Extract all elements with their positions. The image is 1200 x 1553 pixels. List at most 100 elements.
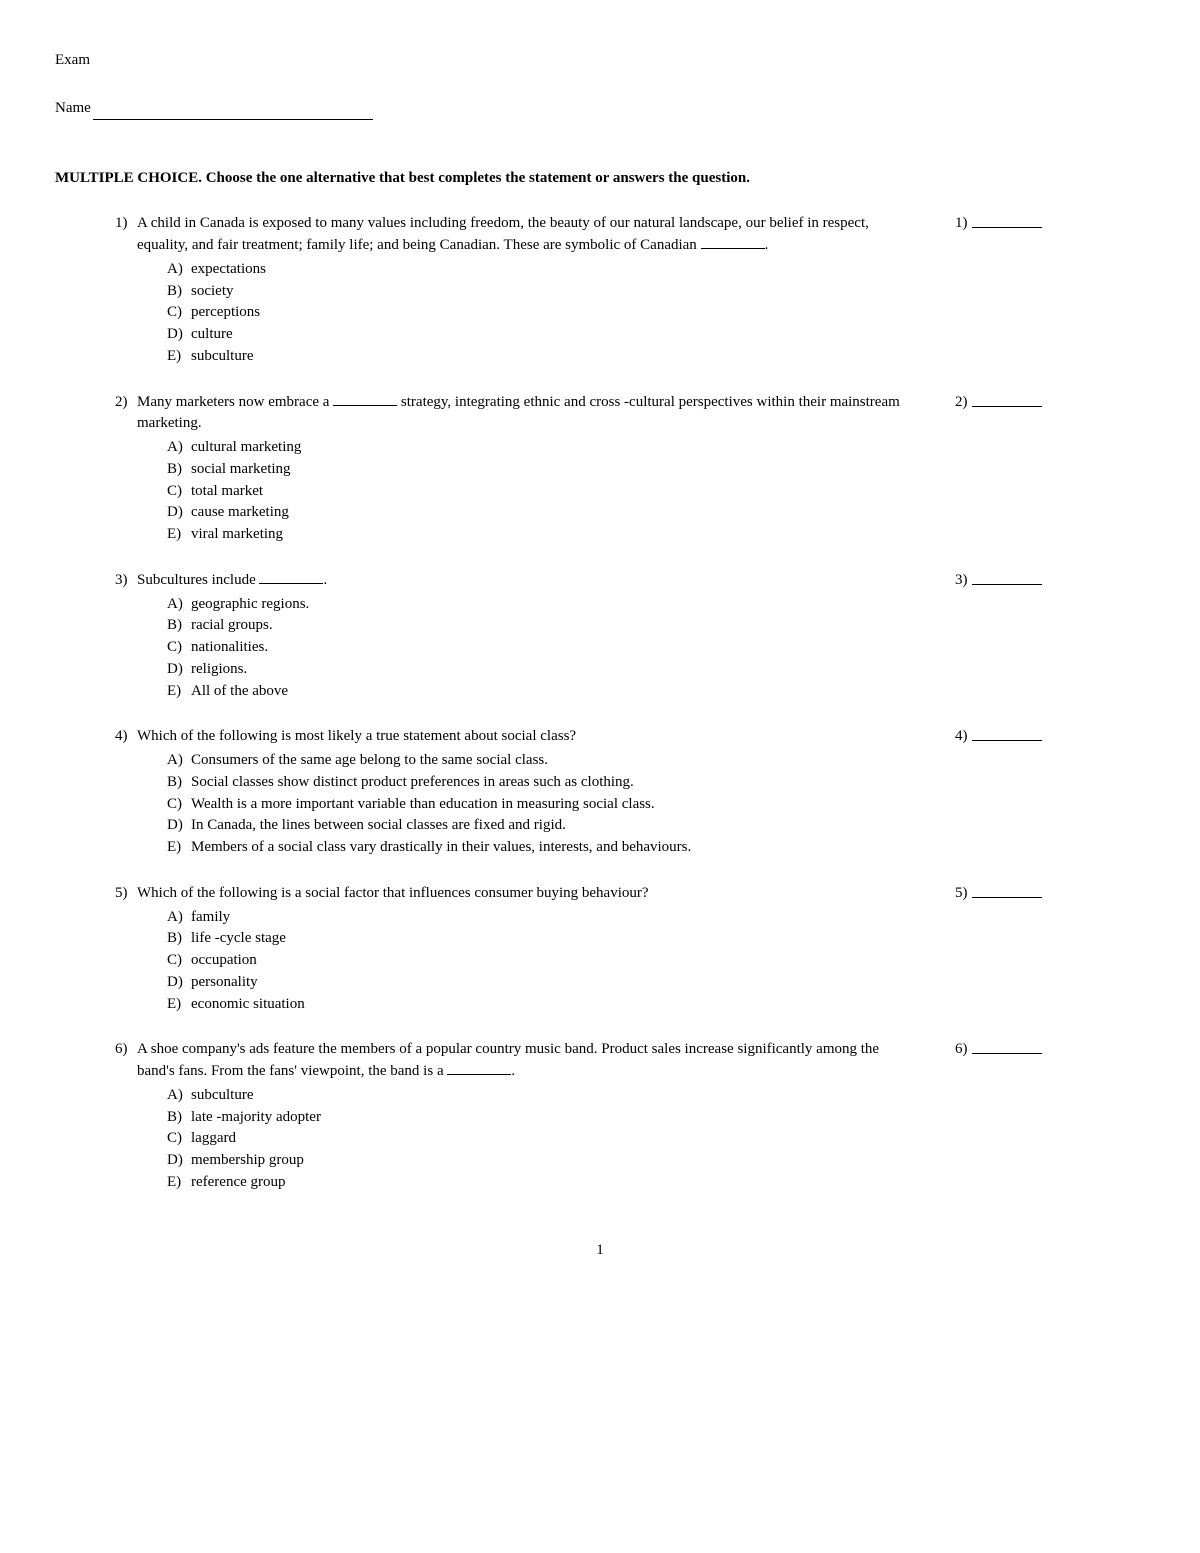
choice[interactable]: E)reference group <box>167 1172 915 1194</box>
choice[interactable]: A)geographic regions. <box>167 594 915 616</box>
choice[interactable]: A)cultural marketing <box>167 437 915 459</box>
answer-input-line[interactable] <box>972 570 1042 585</box>
choice-text: occupation <box>191 950 257 972</box>
choice-letter: D) <box>167 815 191 837</box>
choice-text: cultural marketing <box>191 437 301 459</box>
choice[interactable]: A)expectations <box>167 259 915 281</box>
choice-text: economic situation <box>191 994 305 1016</box>
name-row: Name <box>55 98 1145 120</box>
choice-letter: D) <box>167 502 191 524</box>
question-text: Which of the following is most likely a … <box>137 726 915 748</box>
answer-number: 1) <box>955 213 968 235</box>
question: 3)Subcultures include .A)geographic regi… <box>115 570 1145 703</box>
question-text: A child in Canada is exposed to many val… <box>137 213 915 257</box>
answer-number: 6) <box>955 1039 968 1061</box>
choice-text: Members of a social class vary drastical… <box>191 837 691 859</box>
answer-input-line[interactable] <box>972 213 1042 228</box>
answer-input-line[interactable] <box>972 392 1042 407</box>
choice[interactable]: E)Members of a social class vary drastic… <box>167 837 915 859</box>
choice[interactable]: A)subculture <box>167 1085 915 1107</box>
choice[interactable]: E)All of the above <box>167 681 915 703</box>
answer-number: 5) <box>955 883 968 905</box>
choice-text: expectations <box>191 259 266 281</box>
choice-letter: D) <box>167 972 191 994</box>
choice[interactable]: D)religions. <box>167 659 915 681</box>
question: 2)Many marketers now embrace a strategy,… <box>115 392 1145 546</box>
question-body: 1)A child in Canada is exposed to many v… <box>115 213 955 367</box>
choice[interactable]: E)viral marketing <box>167 524 915 546</box>
choice[interactable]: C)Wealth is a more important variable th… <box>167 794 915 816</box>
answer-number: 2) <box>955 392 968 414</box>
question-number: 5) <box>115 883 137 905</box>
choice-text: subculture <box>191 1085 253 1107</box>
choice[interactable]: C)perceptions <box>167 302 915 324</box>
choice[interactable]: C)laggard <box>167 1128 915 1150</box>
choice[interactable]: B)racial groups. <box>167 615 915 637</box>
question-body: 5)Which of the following is a social fac… <box>115 883 955 1016</box>
question-number: 6) <box>115 1039 137 1083</box>
answer-input-line[interactable] <box>972 1039 1042 1054</box>
question-number: 1) <box>115 213 137 257</box>
answer-number: 3) <box>955 570 968 592</box>
choice-letter: A) <box>167 594 191 616</box>
answer-slot: 3) <box>955 570 1055 592</box>
choice[interactable]: D)cause marketing <box>167 502 915 524</box>
question: 6)A shoe company's ads feature the membe… <box>115 1039 1145 1193</box>
question-body: 4)Which of the following is most likely … <box>115 726 955 859</box>
page-number: 1 <box>55 1240 1145 1262</box>
name-label: Name <box>55 98 91 120</box>
choice-letter: E) <box>167 346 191 368</box>
choice-letter: C) <box>167 1128 191 1150</box>
answer-input-line[interactable] <box>972 726 1042 741</box>
choice-text: culture <box>191 324 233 346</box>
choice[interactable]: D)membership group <box>167 1150 915 1172</box>
choice[interactable]: A)Consumers of the same age belong to th… <box>167 750 915 772</box>
exam-label: Exam <box>55 50 1145 72</box>
choice-letter: E) <box>167 524 191 546</box>
choice[interactable]: C)nationalities. <box>167 637 915 659</box>
choice[interactable]: A)family <box>167 907 915 929</box>
name-input-line[interactable] <box>93 105 373 120</box>
choices-list: A)Consumers of the same age belong to th… <box>115 750 915 859</box>
choice[interactable]: E)economic situation <box>167 994 915 1016</box>
choice-letter: B) <box>167 928 191 950</box>
choice[interactable]: D)In Canada, the lines between social cl… <box>167 815 915 837</box>
choice-text: viral marketing <box>191 524 283 546</box>
choice-letter: B) <box>167 1107 191 1129</box>
choice-text: reference group <box>191 1172 286 1194</box>
question: 5)Which of the following is a social fac… <box>115 883 1145 1016</box>
choice[interactable]: B)late -majority adopter <box>167 1107 915 1129</box>
choices-list: A)cultural marketingB)social marketingC)… <box>115 437 915 546</box>
choice[interactable]: B)Social classes show distinct product p… <box>167 772 915 794</box>
choice[interactable]: E)subculture <box>167 346 915 368</box>
choice-letter: E) <box>167 837 191 859</box>
choice[interactable]: D)personality <box>167 972 915 994</box>
choice-letter: C) <box>167 794 191 816</box>
instructions: MULTIPLE CHOICE. Choose the one alternat… <box>55 168 1145 190</box>
choice[interactable]: D)culture <box>167 324 915 346</box>
fill-blank[interactable] <box>447 1062 511 1076</box>
choice-letter: A) <box>167 437 191 459</box>
choice[interactable]: C)occupation <box>167 950 915 972</box>
fill-blank[interactable] <box>333 392 397 406</box>
choice-letter: D) <box>167 324 191 346</box>
question-text: A shoe company's ads feature the members… <box>137 1039 915 1083</box>
choice-text: late -majority adopter <box>191 1107 321 1129</box>
choice-letter: B) <box>167 459 191 481</box>
choice[interactable]: B)social marketing <box>167 459 915 481</box>
choice-letter: C) <box>167 950 191 972</box>
choice-letter: D) <box>167 1150 191 1172</box>
choice-text: membership group <box>191 1150 304 1172</box>
choices-list: A)familyB)life -cycle stageC)occupationD… <box>115 907 915 1016</box>
question-body: 6)A shoe company's ads feature the membe… <box>115 1039 955 1193</box>
choice[interactable]: B)life -cycle stage <box>167 928 915 950</box>
choice-letter: A) <box>167 750 191 772</box>
answer-input-line[interactable] <box>972 883 1042 898</box>
fill-blank[interactable] <box>701 236 765 250</box>
choice-text: family <box>191 907 230 929</box>
fill-blank[interactable] <box>259 570 323 584</box>
choice[interactable]: C)total market <box>167 481 915 503</box>
choice-letter: E) <box>167 994 191 1016</box>
choice-text: total market <box>191 481 263 503</box>
choice[interactable]: B)society <box>167 281 915 303</box>
